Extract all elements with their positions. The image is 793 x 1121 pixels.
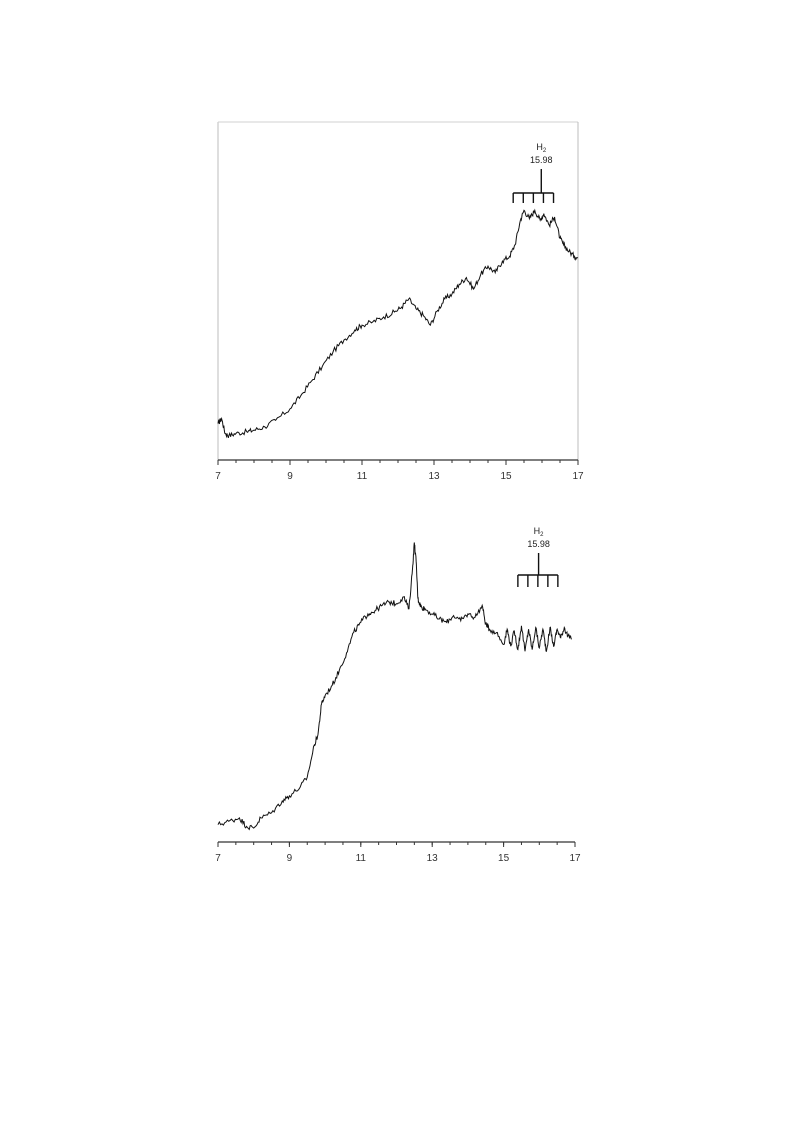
x-tick-label: 7 (215, 853, 221, 864)
x-tick-label: 15 (498, 853, 510, 864)
x-tick-label: 11 (357, 471, 368, 482)
x-tick-label: 9 (287, 471, 293, 482)
spectrum-series-line (217, 542, 572, 831)
x-tick-label: 17 (572, 471, 584, 482)
annotation-subscript: 2 (540, 532, 544, 538)
x-tick-label: 9 (287, 853, 293, 864)
x-tick-label: 17 (569, 853, 581, 864)
spectrum-series-line (217, 208, 579, 439)
annotation-value: 15.98 (530, 155, 553, 165)
x-tick-label: 11 (356, 853, 367, 864)
annotation-subscript: 2 (543, 148, 547, 154)
annotation-label: H2 (534, 526, 545, 538)
annotation-value: 15.98 (527, 539, 550, 549)
x-tick-label: 13 (427, 853, 439, 864)
x-tick-label: 13 (428, 471, 440, 482)
x-tick-label: 15 (500, 471, 512, 482)
annotation-label: H2 (536, 142, 547, 154)
x-tick-label: 7 (215, 471, 221, 482)
